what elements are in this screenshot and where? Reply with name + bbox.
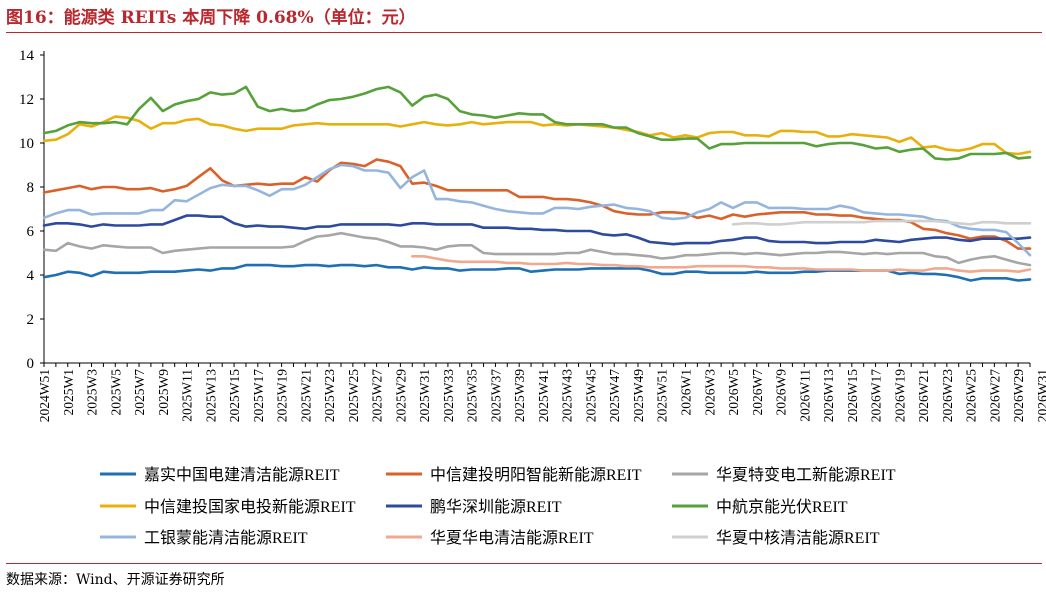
x-axis: 2024W51 2025W1 2025W3 2025W5 2025W7 2025W9 202… bbox=[37, 362, 1046, 422]
x-tick-label: 2026W15 bbox=[845, 369, 860, 422]
legend-label: 中信建投明阳智能新能源REIT bbox=[430, 466, 642, 484]
x-tick-label: 2026W23 bbox=[940, 369, 955, 422]
x-tick-label: 2025W47 bbox=[607, 369, 622, 422]
series-line-9 bbox=[731, 219, 1032, 226]
legend-label: 华夏华电清洁能源REIT bbox=[430, 529, 594, 547]
x-tick-label: 2025W31 bbox=[417, 369, 432, 422]
x-tick-label: 2025W23 bbox=[322, 369, 337, 422]
y-axis: 0 2 4 6 8 10 12 14 bbox=[19, 48, 45, 372]
x-tick-label: 2026W5 bbox=[726, 369, 741, 416]
series-line-6 bbox=[42, 85, 1032, 161]
legend-item: 工银蒙能清洁能源REIT bbox=[100, 529, 308, 547]
x-tick-label: 2025W45 bbox=[583, 369, 598, 422]
x-tick-label: 2026W21 bbox=[916, 369, 931, 422]
x-tick-label: 2025W5 bbox=[108, 369, 123, 416]
x-tick-label: 2025W21 bbox=[298, 369, 313, 422]
x-tick-label: 2025W33 bbox=[441, 369, 456, 422]
x-tick-label: 2024W51 bbox=[37, 369, 52, 422]
x-tick-label: 2025W51 bbox=[655, 369, 670, 422]
x-tick-label: 2025W43 bbox=[560, 369, 575, 422]
legend-label: 工银蒙能清洁能源REIT bbox=[144, 529, 308, 547]
x-tick-label: 2026W19 bbox=[892, 369, 907, 422]
x-tick-label: 2026W13 bbox=[821, 369, 836, 422]
x-tick-label: 2025W41 bbox=[536, 369, 551, 422]
legend-item: 嘉实中国电建清洁能源REIT bbox=[100, 466, 340, 484]
x-tick-label: 2025W1 bbox=[61, 369, 76, 416]
x-tick-label: 2026W11 bbox=[797, 369, 812, 422]
x-tick-label: 2025W27 bbox=[370, 369, 385, 422]
legend-label: 中航京能光伏REIT bbox=[716, 498, 848, 516]
legend-label: 嘉实中国电建清洁能源REIT bbox=[144, 466, 340, 484]
source-note: 数据来源：Wind、开源证券研究所 bbox=[6, 572, 225, 588]
x-tick-label: 2025W13 bbox=[203, 369, 218, 422]
x-tick-label: 2025W39 bbox=[512, 369, 527, 422]
x-tick-label: 2026W1 bbox=[678, 369, 693, 416]
series-line-7 bbox=[42, 163, 1032, 257]
chart-title: 图16：能源类 REITs 本周下降 0.68%（单位：元） bbox=[6, 8, 416, 28]
x-tick-label: 2026W29 bbox=[1011, 369, 1026, 422]
x-tick-label: 2025W11 bbox=[180, 369, 195, 422]
y-tick-label: 12 bbox=[19, 92, 34, 108]
x-tick-label: 2026W27 bbox=[987, 369, 1002, 422]
x-tick-label: 2026W3 bbox=[702, 369, 717, 416]
x-tick-label: 2026W31 bbox=[1035, 369, 1046, 422]
x-tick-label: 2026W9 bbox=[774, 369, 789, 416]
legend-label: 中信建投国家电投新能源REIT bbox=[144, 498, 356, 516]
y-tick-label: 2 bbox=[27, 312, 35, 328]
plot-series bbox=[42, 85, 1032, 282]
x-tick-label: 2025W19 bbox=[275, 369, 290, 422]
series-line-3 bbox=[42, 231, 1032, 267]
legend-item: 鹏华深圳能源REIT bbox=[386, 498, 562, 516]
x-tick-label: 2025W35 bbox=[465, 369, 480, 422]
series-line-1 bbox=[42, 263, 1032, 282]
y-tick-label: 4 bbox=[27, 268, 35, 284]
y-tick-label: 0 bbox=[27, 356, 35, 372]
series-line-5 bbox=[42, 214, 1032, 246]
x-tick-label: 2025W37 bbox=[488, 369, 503, 422]
x-tick-label: 2025W29 bbox=[393, 369, 408, 422]
x-tick-label: 2025W17 bbox=[251, 369, 266, 422]
series-line-4 bbox=[42, 115, 1032, 156]
x-tick-label: 2025W25 bbox=[346, 369, 361, 422]
legend-item: 华夏华电清洁能源REIT bbox=[386, 529, 594, 547]
x-tick-label: 2026W17 bbox=[869, 369, 884, 422]
legend-item: 华夏中核清洁能源REIT bbox=[672, 529, 880, 547]
y-tick-label: 10 bbox=[19, 136, 34, 152]
x-tick-label: 2026W7 bbox=[750, 369, 765, 416]
x-tick-label: 2025W7 bbox=[132, 369, 147, 416]
x-tick-label: 2025W49 bbox=[631, 369, 646, 422]
x-tick-label: 2026W25 bbox=[964, 369, 979, 422]
legend-item: 中航京能光伏REIT bbox=[672, 498, 848, 516]
y-tick-label: 14 bbox=[19, 48, 35, 64]
legend-label: 华夏特变电工新能源REIT bbox=[716, 466, 896, 484]
y-tick-label: 6 bbox=[27, 224, 35, 240]
legend-item: 中信建投明阳智能新能源REIT bbox=[386, 466, 642, 484]
y-tick-label: 8 bbox=[27, 180, 35, 196]
legend: 嘉实中国电建清洁能源REIT 中信建投明阳智能新能源REIT 华夏特变电工新能源RE… bbox=[100, 466, 896, 547]
legend-item: 华夏特变电工新能源REIT bbox=[672, 466, 896, 484]
x-tick-label: 2025W3 bbox=[85, 369, 100, 416]
x-tick-label: 2025W15 bbox=[227, 369, 242, 422]
title-divider bbox=[6, 32, 1042, 33]
legend-label: 华夏中核清洁能源REIT bbox=[716, 529, 880, 547]
legend-item: 中信建投国家电投新能源REIT bbox=[100, 498, 356, 516]
footer-divider bbox=[6, 563, 1042, 564]
x-tick-label: 2025W9 bbox=[156, 369, 171, 416]
series-line-2 bbox=[42, 158, 1032, 250]
legend-label: 鹏华深圳能源REIT bbox=[430, 498, 562, 516]
series-line-8 bbox=[411, 255, 1032, 273]
